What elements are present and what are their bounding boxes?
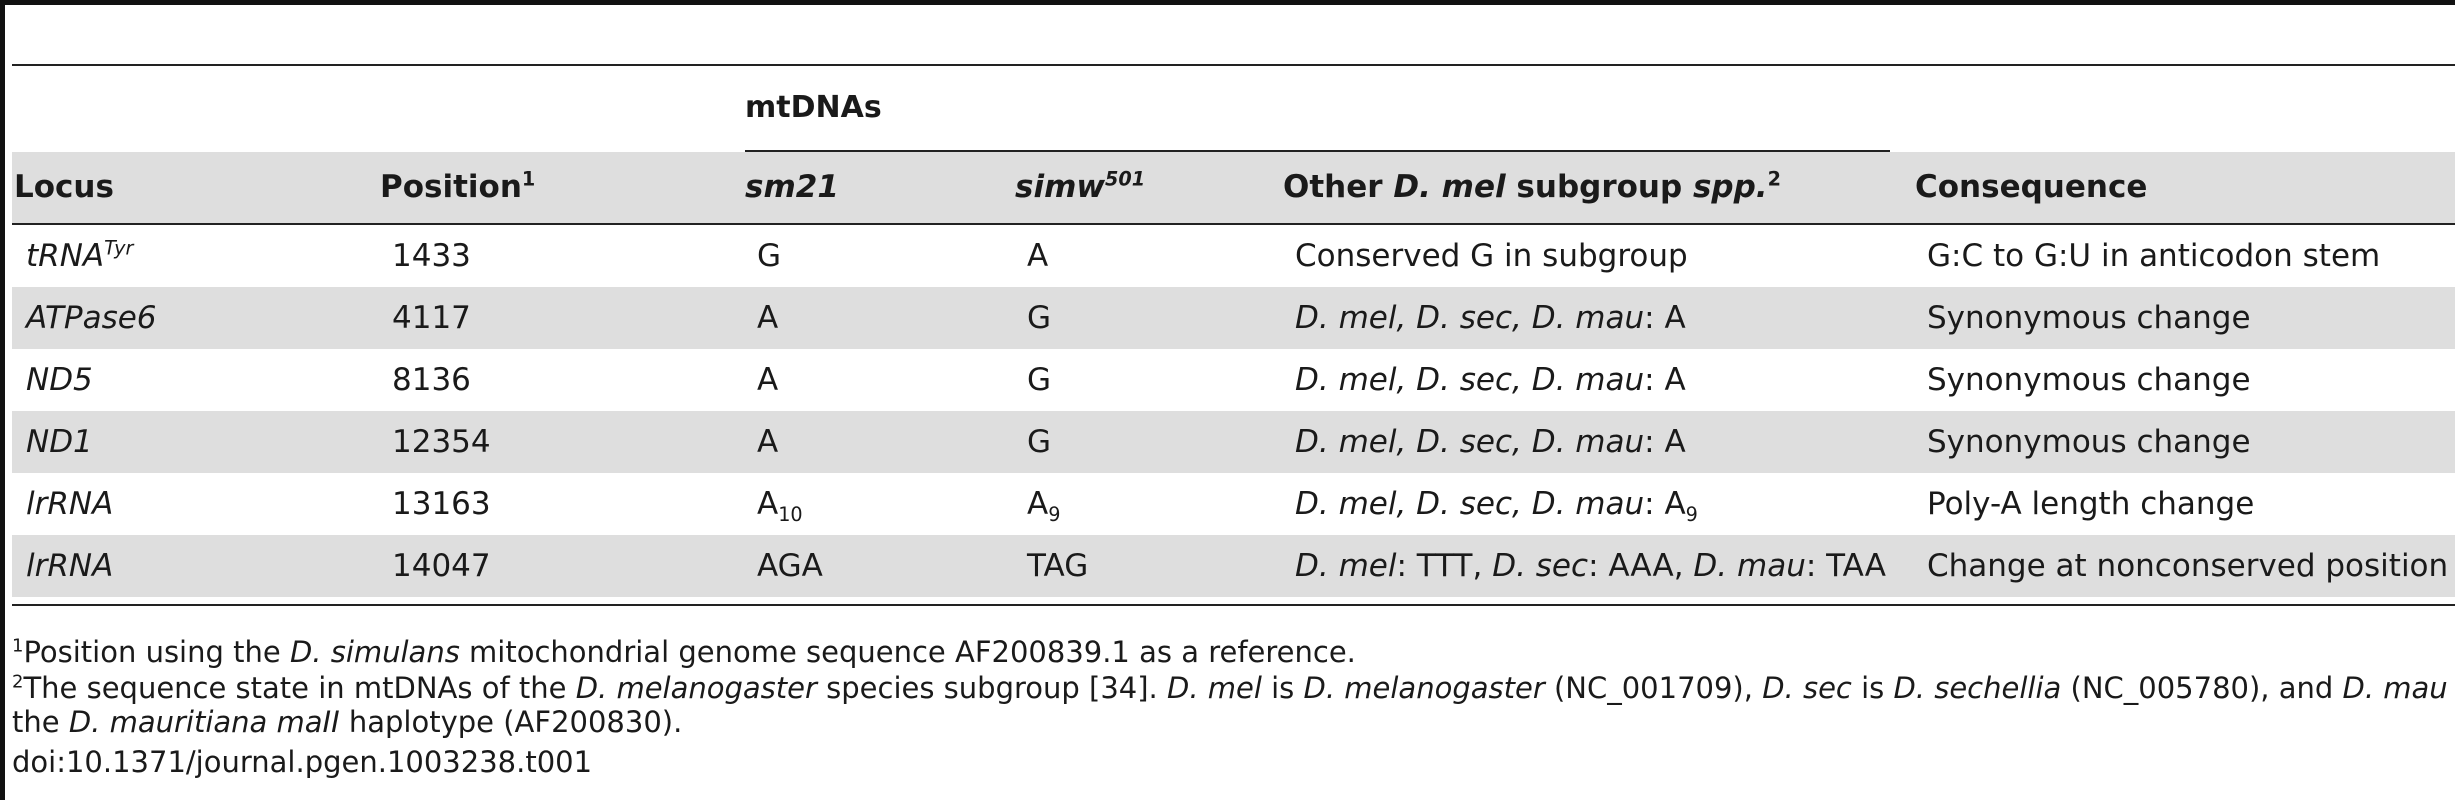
cell-locus: lrRNA <box>26 548 114 584</box>
table-row: ATPase6 4117 A G D. mel, D. sec, D. mau:… <box>12 287 2455 349</box>
cell-other: D. mel, D. sec, D. mau: A9 <box>1295 486 1698 527</box>
cell-locus: ATPase6 <box>26 300 157 336</box>
cell-sm21: A10 <box>757 486 803 527</box>
cell-sm21: A <box>757 362 779 398</box>
cell-other: Conserved G in subgroup <box>1295 238 1688 274</box>
left-border <box>0 0 5 800</box>
cell-position: 13163 <box>392 486 491 522</box>
header-row <box>12 152 2455 223</box>
cell-position: 12354 <box>392 424 491 460</box>
cell-simw501: G <box>1027 362 1052 398</box>
cell-consequence: Poly-A length change <box>1927 486 2255 522</box>
cell-consequence: Change at nonconserved position <box>1927 548 2449 584</box>
cell-consequence: Synonymous change <box>1927 424 2251 460</box>
cell-sm21: AGA <box>757 548 823 584</box>
table-row: ND5 8136 A G D. mel, D. sec, D. mau: A S… <box>12 349 2455 411</box>
cell-consequence: Synonymous change <box>1927 300 2251 336</box>
cell-position: 8136 <box>392 362 471 398</box>
table-row: lrRNA 13163 A10 A9 D. mel, D. sec, D. ma… <box>12 473 2455 535</box>
table-row: ND1 12354 A G D. mel, D. sec, D. mau: A … <box>12 411 2455 473</box>
cell-other: D. mel, D. sec, D. mau: A <box>1295 362 1686 398</box>
header-bottom-rule <box>12 223 2455 225</box>
header-other-subgroup: Other D. mel subgroup spp.2 <box>1283 167 1781 205</box>
header-simw501: simw501 <box>1015 167 1146 205</box>
cell-simw501: TAG <box>1027 548 1089 584</box>
cell-sm21: A <box>757 300 779 336</box>
header-sm21: sm21 <box>745 169 839 205</box>
cell-simw501: A <box>1027 238 1049 274</box>
cell-position: 4117 <box>392 300 471 336</box>
cell-simw501: G <box>1027 424 1052 460</box>
table-row: lrRNA 14047 AGA TAG D. mel: TTT, D. sec:… <box>12 535 2455 597</box>
header-locus: Locus <box>14 169 114 205</box>
cell-consequence: Synonymous change <box>1927 362 2251 398</box>
cell-locus: ND1 <box>26 424 93 460</box>
group-span-rule <box>745 150 1890 152</box>
footnote-2-continued: the D. mauritiana maII haplotype (AF2008… <box>12 705 683 739</box>
cell-sm21: G <box>757 238 782 274</box>
cell-position: 1433 <box>392 238 471 274</box>
doi-link[interactable]: doi:10.1371/journal.pgen.1003238.t001 <box>12 745 593 779</box>
top-border <box>0 0 2455 5</box>
table-top-rule <box>12 64 2455 66</box>
cell-sm21: A <box>757 424 779 460</box>
cell-simw501: A9 <box>1027 486 1061 527</box>
cell-other: D. mel, D. sec, D. mau: A <box>1295 300 1686 336</box>
header-consequence: Consequence <box>1915 169 2148 205</box>
footnote-2: 2The sequence state in mtDNAs of the D. … <box>12 671 2448 705</box>
table-bottom-rule <box>12 604 2455 606</box>
cell-locus: lrRNA <box>26 486 114 522</box>
cell-position: 14047 <box>392 548 491 584</box>
cell-locus: ND5 <box>26 362 93 398</box>
cell-simw501: G <box>1027 300 1052 336</box>
cell-locus: tRNATyr <box>26 236 134 274</box>
footnote-1: 1Position using the D. simulans mitochon… <box>12 635 1356 669</box>
cell-consequence: G:C to G:U in anticodon stem <box>1927 238 2381 274</box>
group-header-mtdnas: mtDNAs <box>745 90 882 125</box>
header-position: Position1 <box>380 167 536 205</box>
table-row: tRNATyr 1433 G A Conserved G in subgroup… <box>12 225 2455 287</box>
cell-other: D. mel, D. sec, D. mau: A <box>1295 424 1686 460</box>
cell-other: D. mel: TTT, D. sec: AAA, D. mau: TAA <box>1295 548 1886 584</box>
